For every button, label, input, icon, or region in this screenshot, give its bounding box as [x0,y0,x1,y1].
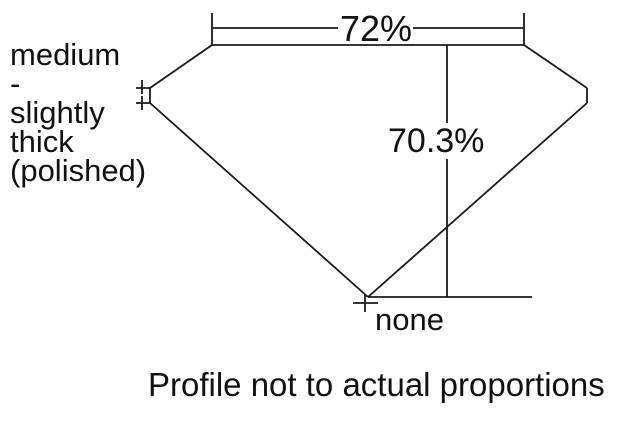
girdle-label-line: - [10,66,21,101]
girdle-label-line: thick [10,124,74,159]
table-percentage-label: 72% [339,8,413,49]
pavilion-edge-right [367,102,588,298]
girdle-label-line: slightly [10,95,105,130]
crown-edge-left [149,44,213,89]
crown-edge-right [523,44,588,89]
girdle-tick-bottom [136,96,150,110]
girdle-label: medium - slightly thick (polished) [10,37,147,188]
girdle-tick-top [136,80,150,94]
girdle-label-line: (polished) [10,153,147,188]
caption: Profile not to actual proportions [148,366,605,403]
culet-cross-mark [353,294,378,312]
pavilion-edge-left [149,102,369,298]
depth-percentage-label: 70.3% [385,123,488,159]
girdle-label-line: medium [10,37,121,72]
culet-label: none [375,302,444,337]
